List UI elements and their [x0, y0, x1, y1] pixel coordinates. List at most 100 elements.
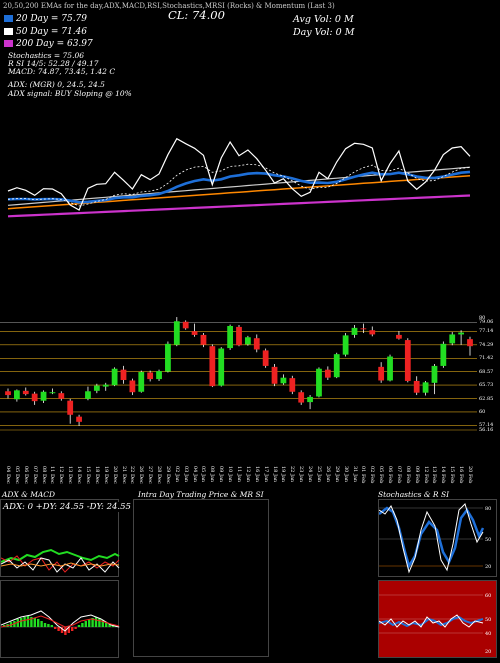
stoch-label-50: 50: [485, 537, 492, 543]
intraday-panel: [133, 499, 269, 657]
x-date-label: 28 Dec: [156, 466, 163, 484]
candle-body: [67, 400, 74, 415]
stoch-rsi-title: Stochastics & R SI: [378, 490, 450, 499]
macd-histogram-bar: [98, 618, 101, 627]
x-date-label: 30 Jan: [342, 466, 349, 483]
y-tick-label: 71.42: [479, 355, 494, 362]
x-date-label: 12 Feb: [422, 466, 429, 484]
chart-topline: 20,50,200 EMAs for the day,ADX,MACD,RSI,…: [3, 2, 335, 10]
candle-body: [76, 416, 82, 422]
candle-body: [13, 390, 20, 400]
macd-histogram-bar: [40, 621, 43, 627]
candle-body: [236, 326, 242, 346]
x-date-label: 06 Feb: [387, 466, 394, 484]
candle-body: [396, 334, 402, 339]
x-date-label: 12 Jan: [244, 466, 251, 483]
macd-signal-line: [0, 615, 120, 628]
rsi-blue-line: [378, 615, 484, 628]
macd-histogram-bar: [37, 619, 40, 627]
macd-histogram-bar: [71, 627, 74, 631]
adx-orange-line: [0, 562, 120, 567]
x-date-label: 09 Feb: [413, 466, 420, 484]
candle-body: [440, 343, 447, 366]
x-date-label: 05 Feb: [378, 466, 385, 484]
x-date-label: 02 Jan: [173, 466, 180, 483]
candle-body: [324, 369, 331, 378]
candle-body: [333, 354, 340, 378]
ema50-legend: 50 Day = 71.46: [4, 27, 87, 37]
x-date-label: 05 Jan: [200, 466, 207, 483]
macd-histogram-bar: [84, 621, 87, 627]
rsi-label-20: 20: [485, 649, 492, 655]
x-date-label: 19 Jan: [280, 466, 287, 483]
x-date-label: 13 Dec: [67, 466, 74, 484]
macd-histogram-bar: [60, 627, 64, 633]
ema50-label: 50 Day = 71.46: [16, 27, 88, 37]
candle-body: [404, 340, 411, 381]
x-date-label: 25 Jan: [315, 466, 322, 483]
candle-body: [85, 391, 91, 399]
stoch-label-80: 80: [485, 506, 492, 512]
candle-body: [342, 335, 349, 355]
y-tick-label: 57.14: [479, 422, 494, 429]
ema200-line: [7, 194, 471, 218]
candle-body: [31, 393, 38, 402]
candle-body: [182, 321, 189, 329]
rsi-plot: [378, 594, 484, 634]
x-date-label: 11 Jan: [236, 466, 242, 483]
x-date-label: 08 Dec: [40, 466, 47, 484]
x-date-label: 16 Jan: [253, 466, 260, 483]
x-date-label: 03 Jan: [182, 466, 189, 483]
candle-body: [22, 390, 29, 395]
macd-histogram-bar: [26, 616, 30, 627]
x-date-label: 08 Jan: [209, 466, 216, 483]
adx-green-line: [0, 548, 120, 563]
macd-histogram-bar: [81, 623, 84, 627]
x-date-label: 27 Dec: [147, 466, 154, 484]
ema100-line: [7, 174, 471, 210]
macd-histogram-bar: [88, 619, 91, 627]
macd-histogram-bar: [105, 622, 108, 627]
macd-histogram-bar: [54, 627, 57, 629]
candle-body: [280, 377, 287, 384]
x-date-label: 24 Jan: [307, 466, 314, 483]
adx-macd-title: ADX & MACD: [2, 490, 56, 499]
x-date-label: 13 Feb: [431, 466, 438, 484]
macd-histogram-bar: [77, 625, 81, 627]
rsi-label-60: 60: [485, 593, 492, 599]
macd-panel: [0, 580, 120, 658]
stoch-blue-line: [378, 506, 485, 570]
x-date-label: 21 Dec: [120, 466, 127, 484]
candle-body: [218, 348, 225, 386]
macd-histogram-bar: [30, 617, 33, 627]
stochastics-value: Stochastics = 75.06: [8, 51, 85, 60]
candle-body: [351, 327, 358, 335]
ema8-dotted-line: [7, 163, 471, 207]
candle-body: [93, 385, 100, 391]
y-tick-label: 68.57: [479, 368, 494, 375]
close-price: CL: 74.00: [168, 8, 225, 22]
candle-body: [191, 331, 198, 335]
candle-body: [200, 334, 207, 345]
stoch-label-20: 20: [485, 564, 492, 570]
macd-histogram-bar: [57, 627, 60, 631]
x-date-label: 09 Jan: [218, 466, 225, 483]
candle-body: [369, 330, 376, 335]
macd-histogram-bar: [94, 617, 98, 627]
ema20-line: [7, 170, 471, 204]
candle-body: [138, 372, 145, 392]
candle-body: [289, 378, 296, 392]
x-date-label: 19 Dec: [102, 466, 109, 484]
macd-histogram-bar: [67, 627, 70, 633]
ema20-label: 20 Day = 75.79: [16, 14, 88, 24]
x-date-label: 31 Jan: [351, 466, 358, 483]
x-date-label: 15 Feb: [449, 466, 456, 484]
main-chart: [0, 137, 477, 431]
candle-body: [413, 380, 420, 393]
macd-histogram-bar: [20, 618, 23, 627]
candle-body: [253, 338, 260, 350]
candle-body: [378, 366, 385, 381]
y-tick-label: 56.16: [479, 427, 494, 433]
x-date-label: 02 Feb: [369, 466, 376, 484]
x-date-label: 12 Dec: [58, 466, 65, 484]
